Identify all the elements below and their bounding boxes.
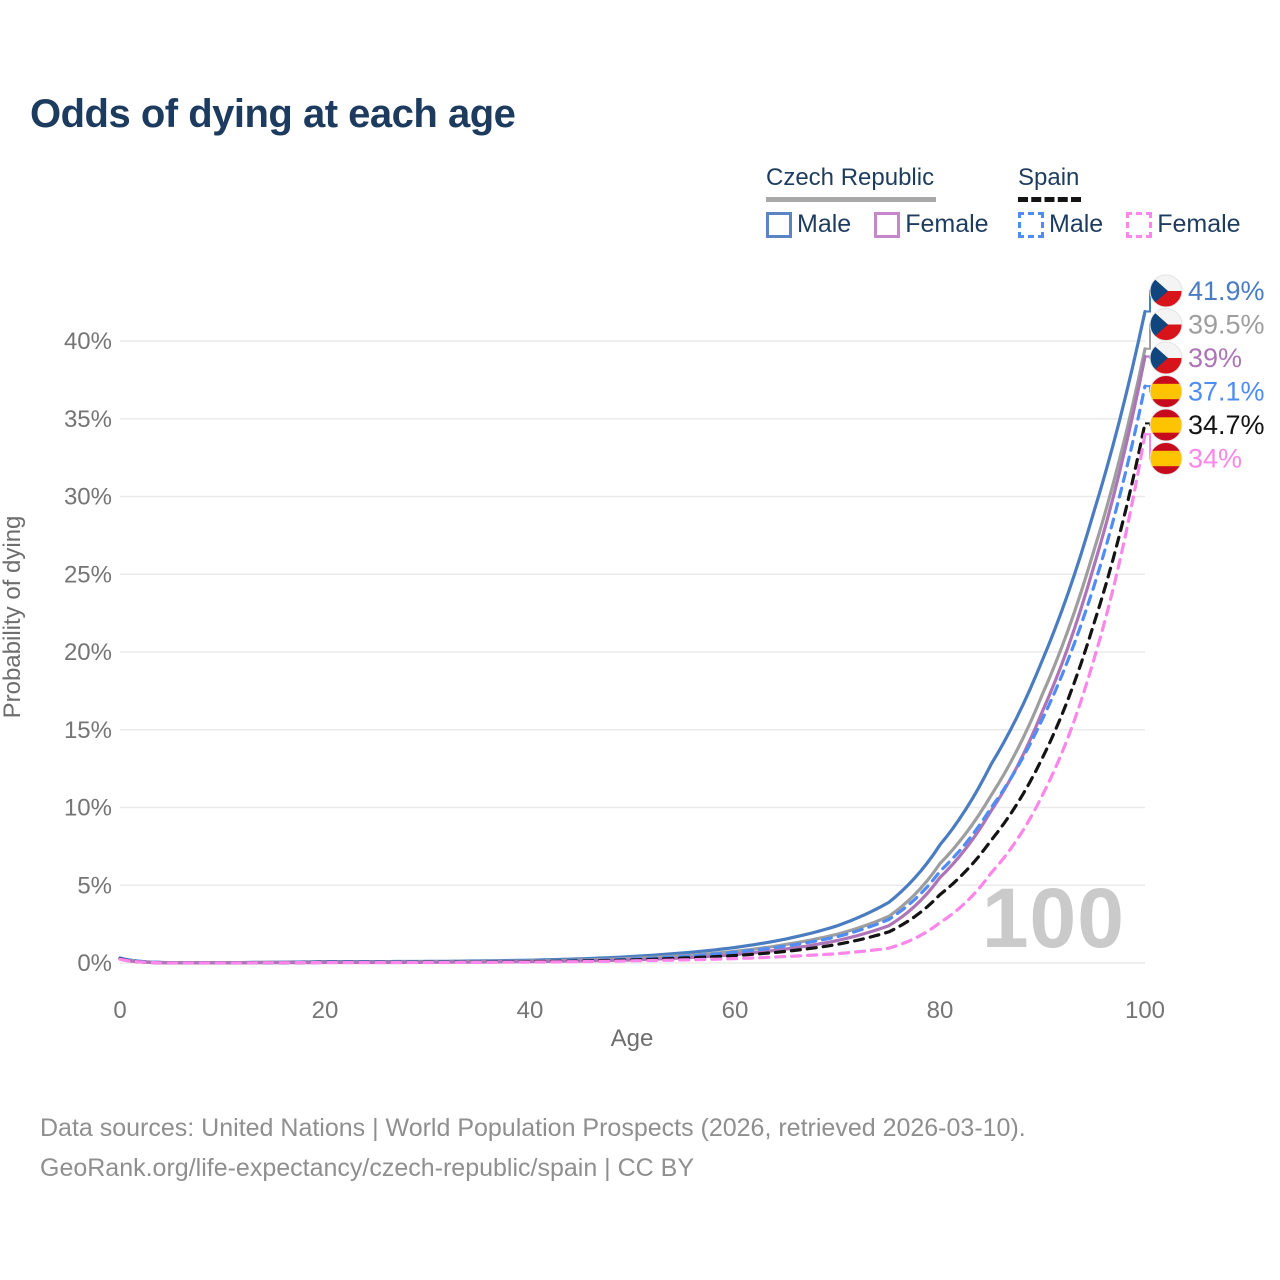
attribution-line: GeoRank.org/life-expectancy/czech-republ…: [40, 1154, 695, 1182]
x-tick-label: 0: [113, 997, 126, 1024]
series-line-czech-republic-male[interactable]: [118, 309, 1147, 965]
legend-country-czech-republic[interactable]: Czech Republic: [766, 164, 937, 202]
age-counter-watermark: 100: [981, 871, 1125, 965]
y-tick-label: 40%: [64, 328, 112, 355]
y-tick-label: 0%: [77, 950, 112, 977]
y-tick-label: 30%: [64, 484, 112, 511]
x-tick-label: 80: [927, 997, 954, 1024]
legend-swatch-spain-male-icon[interactable]: [1018, 211, 1044, 238]
series-line-spain-male[interactable]: [118, 384, 1147, 965]
x-tick-label: 40: [517, 997, 544, 1024]
series-line-spain-total[interactable]: [118, 421, 1147, 965]
legend-label-czech-female[interactable]: Female: [905, 210, 989, 238]
legend-group-czech-republic: Czech Republic Male Female: [766, 164, 989, 239]
x-axis-title: Age: [611, 1025, 654, 1052]
end-value-label-czech-republic-female: 39%: [1188, 343, 1242, 373]
x-tick-label: 100: [1125, 997, 1165, 1024]
y-tick-label: 5%: [77, 872, 112, 899]
legend-swatch-spain-female-icon[interactable]: [1126, 211, 1153, 238]
end-value-label-czech-republic-male: 41.9%: [1188, 276, 1265, 306]
legend-swatch-czech-female-icon[interactable]: [874, 211, 901, 238]
end-value-label-spain-total: 34.7%: [1188, 410, 1265, 440]
data-sources-line: Data sources: United Nations | World Pop…: [40, 1114, 1026, 1142]
series-line-spain-female[interactable]: [118, 432, 1147, 965]
page-title: Odds of dying at each age: [30, 92, 516, 136]
czech-flag-icon: [1149, 308, 1183, 341]
y-tick-label: 10%: [64, 795, 112, 822]
y-tick-label: 20%: [64, 639, 112, 666]
y-axis-title: Probability of dying: [0, 515, 26, 719]
end-value-label-spain-male: 37.1%: [1188, 377, 1265, 407]
spain-flag-icon: [1149, 408, 1183, 442]
legend-label-czech-male[interactable]: Male: [797, 210, 852, 238]
legend-country-spain[interactable]: Spain: [1018, 164, 1082, 202]
legend-label-spain-female[interactable]: Female: [1157, 210, 1241, 238]
end-value-label-spain-female: 34%: [1188, 444, 1242, 474]
czech-flag-icon: [1149, 341, 1183, 375]
footer: Data sources: United Nations | World Pop…: [40, 1108, 1026, 1188]
x-tick-label: 20: [312, 997, 339, 1024]
end-value-label-czech-republic-total: 39.5%: [1188, 310, 1265, 340]
y-tick-label: 25%: [64, 561, 112, 588]
y-tick-label: 35%: [64, 406, 112, 433]
czech-flag-icon: [1149, 274, 1183, 308]
legend-label-spain-male[interactable]: Male: [1049, 210, 1104, 238]
spain-flag-icon: [1149, 442, 1183, 475]
spain-flag-icon: [1149, 375, 1183, 408]
legend-swatch-czech-male-icon[interactable]: [766, 211, 792, 238]
legend-group-spain: Spain Male Female: [1018, 164, 1241, 239]
y-tick-label: 15%: [64, 717, 112, 744]
x-tick-label: 60: [722, 997, 749, 1024]
